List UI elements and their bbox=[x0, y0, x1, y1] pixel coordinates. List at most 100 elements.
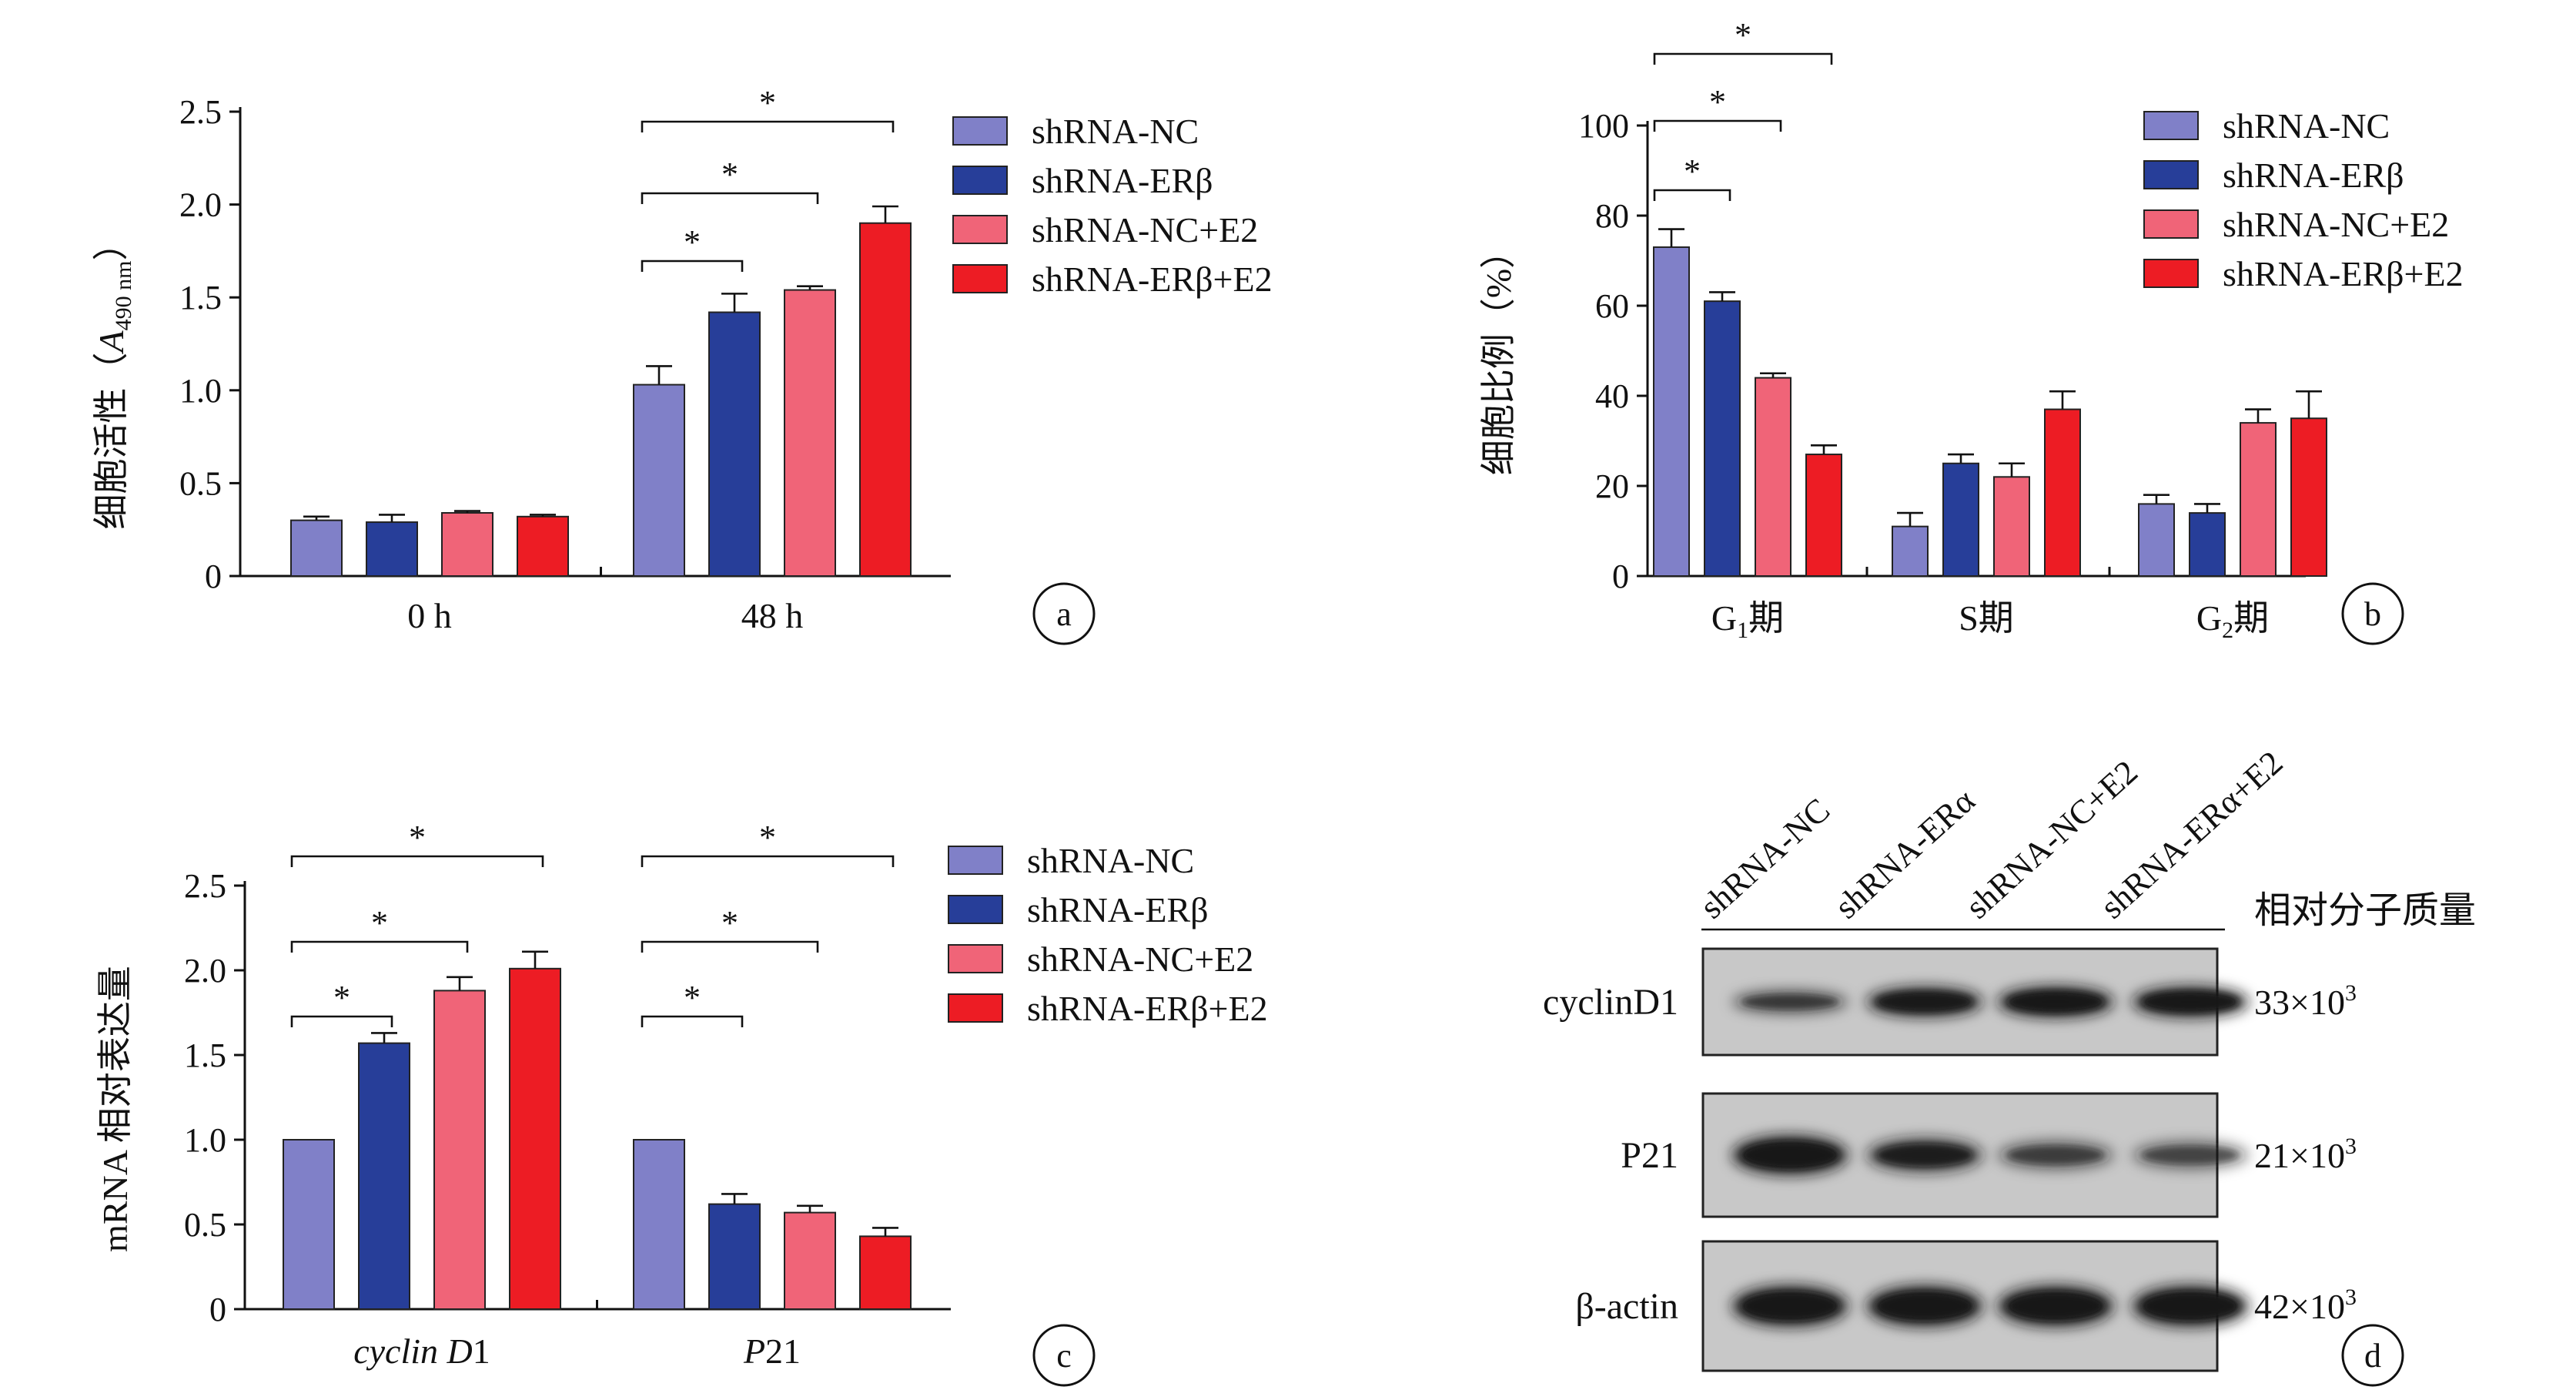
legend-swatch bbox=[952, 264, 1008, 293]
significance-bracket bbox=[641, 120, 895, 132]
molecular-weight-label: 21×103 bbox=[2254, 1134, 2357, 1175]
blot-band-core bbox=[1877, 1144, 1972, 1167]
x-category-label: G2期 bbox=[2196, 598, 2269, 643]
legend-swatch bbox=[2143, 111, 2199, 140]
legend-entry-label: shRNA-ERβ+E2 bbox=[2223, 254, 2464, 293]
x-category-label: G1期 bbox=[1711, 598, 1784, 643]
svg-text:b: b bbox=[2364, 595, 2381, 633]
blot-band-core bbox=[2143, 1145, 2238, 1165]
legend-swatch bbox=[948, 846, 1003, 875]
legend-entry-label: shRNA-NC bbox=[1027, 841, 1194, 880]
y-tick-label: 0.5 bbox=[184, 1206, 226, 1244]
significance-marker: * bbox=[721, 156, 738, 193]
bar-shrna-erβ+e2-1 bbox=[859, 222, 912, 577]
y-tick-label: 0.5 bbox=[179, 464, 222, 502]
bar-shrna-erβ-1 bbox=[1942, 462, 1979, 577]
bar-shrna-nc-0 bbox=[1653, 246, 1690, 577]
significance-bracket bbox=[290, 855, 544, 867]
bar-shrna-erβ+e2-0 bbox=[509, 967, 561, 1311]
significance-bracket bbox=[641, 855, 895, 867]
lane-label: shRNA-ERα bbox=[1828, 782, 1982, 926]
legend-swatch bbox=[948, 993, 1003, 1023]
panel-a-y-axis-label: 细胞活性（A490 nm） bbox=[92, 226, 136, 530]
legend-entry-label: shRNA-ERβ bbox=[1027, 890, 1209, 929]
y-tick-label: 1.5 bbox=[184, 1037, 226, 1074]
blot-band-core bbox=[2143, 991, 2238, 1013]
legend-swatch bbox=[948, 895, 1003, 924]
blot-band-core bbox=[1742, 1292, 1838, 1320]
bar-shrna-erβ-1 bbox=[708, 311, 761, 577]
y-tick-label: 0 bbox=[1612, 558, 1629, 595]
y-tick-label: 2.5 bbox=[179, 93, 222, 131]
bar-shrna-nc-0 bbox=[283, 1139, 335, 1310]
significance-marker: * bbox=[684, 223, 701, 261]
blot-band-core bbox=[2008, 1292, 2103, 1320]
legend-entry-label: shRNA-ERβ bbox=[2223, 156, 2404, 195]
bar-shrna-nc+e2-2 bbox=[2240, 422, 2277, 577]
significance-bracket bbox=[641, 192, 819, 204]
significance-bracket bbox=[290, 1015, 393, 1027]
molecular-weight-label: 33×103 bbox=[2254, 980, 2357, 1022]
y-tick-label: 20 bbox=[1595, 467, 1629, 505]
bar-shrna-nc+e2-1 bbox=[784, 1211, 836, 1310]
panel-c-mrna-expression-chart: mRNA 相对表达量 0 0.5 1.0 1.5 2.0 2.5 cyclin D1 P21 *… bbox=[95, 819, 1268, 1387]
y-tick-label: 1.5 bbox=[179, 279, 222, 317]
y-tick-label: 40 bbox=[1595, 377, 1629, 415]
blot-row-β-actin: β-actin 42×103 bbox=[1575, 1240, 2357, 1372]
legend-swatch bbox=[952, 215, 1008, 244]
blot-band-core bbox=[1742, 993, 1838, 1010]
y-tick-label: 0 bbox=[205, 558, 222, 595]
legend-entry-label: shRNA-NC+E2 bbox=[2223, 205, 2449, 244]
significance-marker: * bbox=[721, 904, 738, 942]
legend-swatch bbox=[2143, 160, 2199, 189]
significance-bracket bbox=[641, 260, 744, 272]
blot-band-core bbox=[2143, 1292, 2238, 1320]
legend-entry-label: shRNA-NC bbox=[1032, 112, 1199, 151]
y-tick-label: 60 bbox=[1595, 287, 1629, 325]
bar-shrna-erβ+e2-0 bbox=[517, 515, 569, 577]
bar-shrna-nc+e2-1 bbox=[1993, 476, 2030, 577]
panel-d-label: d bbox=[2341, 1324, 2404, 1387]
panel-b-y-axis-label: 细胞比例（%） bbox=[1479, 233, 1518, 475]
y-tick-label: 2.0 bbox=[184, 952, 226, 990]
legend-entry-label: shRNA-ERβ+E2 bbox=[1027, 989, 1268, 1028]
bar-shrna-nc+e2-0 bbox=[433, 990, 486, 1311]
blot-band-core bbox=[2008, 1145, 2103, 1165]
significance-marker: * bbox=[1684, 152, 1701, 190]
legend-swatch bbox=[952, 166, 1008, 195]
significance-bracket bbox=[641, 940, 819, 953]
blot-row-cyclind1: cyclinD1 33×103 bbox=[1543, 947, 2357, 1057]
bar-shrna-nc-1 bbox=[633, 384, 685, 577]
significance-bracket bbox=[1653, 52, 1833, 65]
bar-shrna-erβ-2 bbox=[2189, 512, 2226, 577]
y-tick-label: 2.5 bbox=[184, 867, 226, 905]
x-category-label: cyclin D1 bbox=[353, 1331, 490, 1371]
bar-shrna-nc-0 bbox=[290, 519, 343, 578]
y-tick-label: 2.0 bbox=[179, 186, 222, 224]
bar-shrna-erβ-0 bbox=[1704, 300, 1741, 577]
panel-b-label: b bbox=[2341, 582, 2404, 645]
legend-entry-label: shRNA-ERβ+E2 bbox=[1032, 260, 1273, 299]
bar-shrna-nc-2 bbox=[2138, 503, 2175, 578]
bar-shrna-nc-1 bbox=[633, 1139, 685, 1310]
blot-band-core bbox=[1742, 1141, 1838, 1169]
significance-marker: * bbox=[371, 904, 388, 942]
x-category-label: 48 h bbox=[741, 596, 804, 635]
blot-row-label: β-actin bbox=[1575, 1286, 1678, 1327]
significance-bracket bbox=[1653, 189, 1731, 201]
blot-row-p21: P21 21×103 bbox=[1621, 1092, 2357, 1218]
significance-marker: * bbox=[1709, 83, 1726, 121]
bar-shrna-nc+e2-0 bbox=[1755, 377, 1791, 577]
blot-band-core bbox=[1877, 992, 1972, 1012]
blot-band-core bbox=[1877, 1292, 1972, 1320]
significance-bracket bbox=[641, 1015, 744, 1027]
bar-shrna-erβ-0 bbox=[358, 1042, 410, 1310]
x-category-label: P21 bbox=[743, 1331, 801, 1371]
significance-marker: * bbox=[684, 979, 701, 1017]
legend-entry-label: shRNA-NC+E2 bbox=[1027, 940, 1253, 979]
lane-label: shRNA-NC bbox=[1693, 791, 1837, 926]
bar-shrna-nc+e2-1 bbox=[784, 289, 836, 577]
legend-swatch bbox=[2143, 259, 2199, 288]
